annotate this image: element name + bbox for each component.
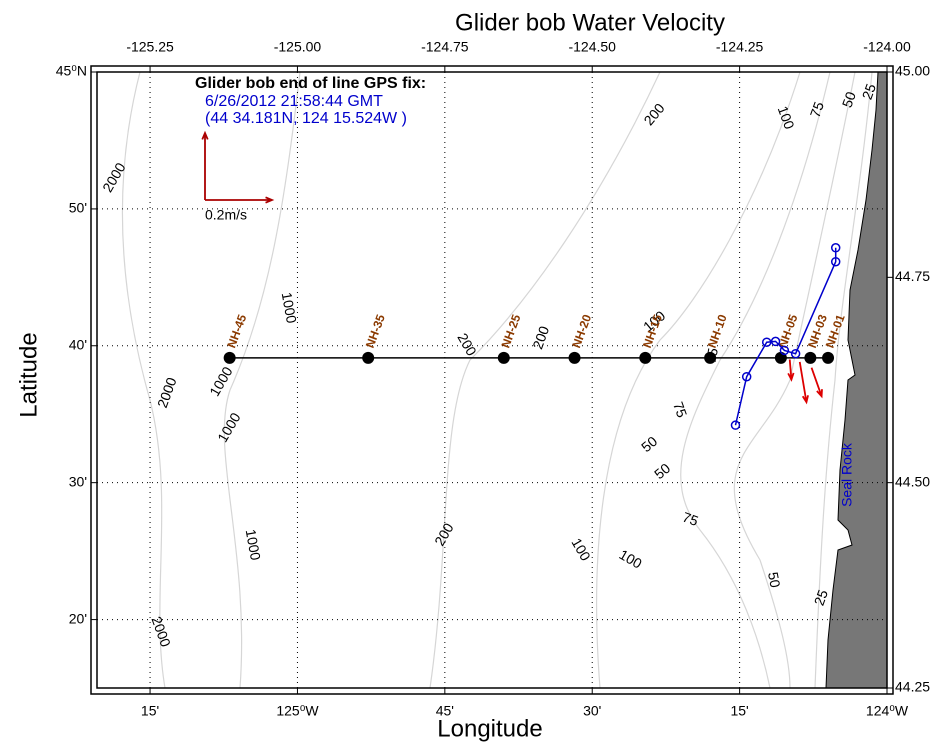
scale-label: 0.2m/s <box>205 207 247 223</box>
y-tick-label: 50' <box>69 200 87 216</box>
station-marker <box>639 351 652 364</box>
x-tick-label: 15' <box>730 703 748 719</box>
y-tick-label: 20' <box>69 610 87 626</box>
contour-100 <box>596 71 801 689</box>
track-point <box>730 420 741 430</box>
track-point <box>830 243 841 253</box>
x2-tick-label: -125.00 <box>274 39 322 55</box>
y-axis-label: Latitude <box>15 332 42 417</box>
y2-tick-label: 44.75 <box>895 268 930 284</box>
contour-label: 1000 <box>279 291 300 325</box>
x2-tick-label: -124.00 <box>863 39 911 55</box>
contour-25 <box>814 71 873 689</box>
velocity-vector <box>798 361 809 405</box>
x2-tick-label: -124.50 <box>568 39 616 55</box>
plot-frame <box>96 71 888 689</box>
x-axis-label: Longitude <box>437 715 542 742</box>
track-point <box>770 336 781 347</box>
y2-tick-label: 44.25 <box>895 679 930 695</box>
station-marker <box>804 351 817 364</box>
x-tick-label: 45' <box>436 703 454 719</box>
x2-tick-label: -124.25 <box>716 39 764 55</box>
x-tick-label: 125⁰W <box>276 703 319 719</box>
contour-label: 1000 <box>243 528 264 562</box>
station-marker <box>704 351 717 364</box>
contour-50 <box>733 71 856 689</box>
fix-position: (44 34.181N, 124 15.524W ) <box>205 110 407 127</box>
place-label: Seal Rock <box>839 442 855 507</box>
contour-label: 75 <box>807 99 827 119</box>
x2-tick-label: -124.75 <box>421 39 469 55</box>
land <box>825 71 888 689</box>
x-tick-label: 15' <box>141 703 159 719</box>
track-point <box>761 337 772 347</box>
contour-label: 75 <box>680 509 700 529</box>
y2-tick-label: 45.00 <box>895 63 930 79</box>
contour-label: 75 <box>670 400 690 420</box>
station-marker <box>223 351 236 364</box>
scale-arrow-x <box>205 196 275 204</box>
station-marker <box>362 351 375 364</box>
contour-2000 <box>121 71 166 689</box>
contour-1000 <box>223 71 301 689</box>
station-marker <box>568 351 581 364</box>
contour-label: 200 <box>529 324 552 352</box>
track-point <box>790 348 801 359</box>
contour-label: 50 <box>765 571 783 589</box>
contour-lines <box>121 71 873 689</box>
contour-200 <box>429 71 661 689</box>
velocity-vector <box>810 367 823 399</box>
fix-time: 6/26/2012 21:58:44 GMT <box>205 93 383 110</box>
velocity-vector <box>787 359 795 382</box>
contour-label: 25 <box>811 587 831 607</box>
station-marker <box>497 351 510 364</box>
track-point <box>830 256 841 267</box>
y-tick-label: 45⁰N <box>56 63 87 79</box>
outer-frame <box>90 65 894 695</box>
scale-arrow-y <box>201 130 209 200</box>
contour-label: 100 <box>775 104 798 132</box>
y-tick-label: 40' <box>69 336 87 352</box>
glider-track <box>734 247 837 426</box>
x-tick-label: 124⁰W <box>866 703 909 719</box>
station-marker <box>822 351 835 364</box>
x-tick-label: 30' <box>583 703 601 719</box>
track-point <box>779 345 790 356</box>
y2-tick-label: 44.50 <box>895 473 930 489</box>
contour-label: 50 <box>839 89 859 109</box>
track-point <box>741 371 752 382</box>
chart-title: Glider bob Water Velocity <box>455 9 725 36</box>
fix-title: Glider bob end of line GPS fix: <box>195 75 426 92</box>
y-tick-label: 30' <box>69 473 87 489</box>
contour-75 <box>680 71 831 689</box>
contour-label: 25 <box>859 81 879 101</box>
x2-tick-label: -125.25 <box>126 39 174 55</box>
